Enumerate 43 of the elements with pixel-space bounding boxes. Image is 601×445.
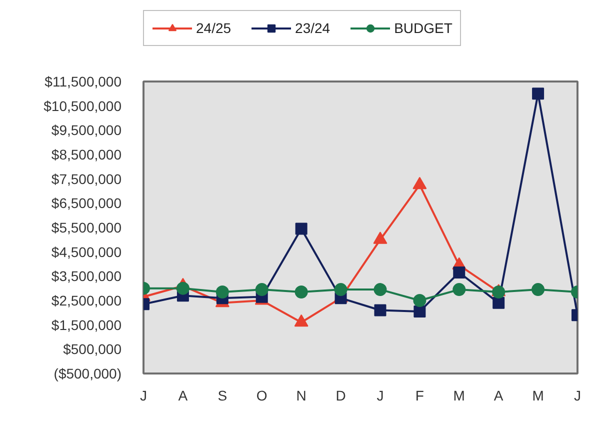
point [295, 222, 308, 235]
y-tick-label: $1,500,000 [51, 316, 122, 333]
y-tick-label: $4,500,000 [51, 244, 122, 260]
legend-label: 24/25 [196, 20, 232, 36]
point [176, 282, 190, 295]
point [374, 283, 387, 296]
legend-label: 23/24 [295, 20, 330, 36]
x-tick-label: N [296, 388, 306, 404]
x-tick-label: S [218, 388, 228, 404]
y-tick-label: $5,500,000 [51, 220, 122, 236]
y-tick-label: $3,500,000 [51, 268, 122, 284]
y-tick-label: $9,500,000 [51, 122, 122, 138]
x-tick-label: J [376, 388, 384, 404]
x-tick-label: O [256, 388, 268, 404]
x-tick-label: F [415, 388, 424, 404]
point [374, 304, 386, 316]
x-tick-label: A [494, 388, 504, 404]
y-tick-label: ($500,000) [54, 366, 122, 382]
point [255, 283, 268, 296]
point [334, 283, 348, 296]
point [294, 285, 308, 298]
x-tick-label: M [532, 388, 544, 404]
y-tick-label: $7,500,000 [51, 170, 122, 187]
y-tick-label: $10,500,000 [44, 98, 122, 114]
y-tick-label: $500,000 [63, 341, 122, 358]
y-tick-label: $8,500,000 [51, 146, 122, 162]
point [452, 283, 466, 296]
point [413, 294, 426, 307]
y-tick-label: $6,500,000 [51, 195, 122, 212]
point [453, 266, 466, 279]
point [532, 88, 544, 100]
point [492, 296, 505, 309]
x-tick-label: J [574, 388, 581, 404]
legend-label: BUDGET [394, 20, 452, 36]
x-tick-label: M [453, 388, 465, 404]
point [216, 285, 229, 298]
x-tick-label: A [178, 388, 188, 404]
y-tick-label: $2,500,000 [51, 292, 122, 308]
point [532, 283, 545, 296]
point [414, 305, 426, 318]
y-tick-label: $11,500,000 [44, 74, 122, 90]
x-tick-label: J [140, 388, 147, 404]
x-tick-label: D [336, 388, 346, 404]
